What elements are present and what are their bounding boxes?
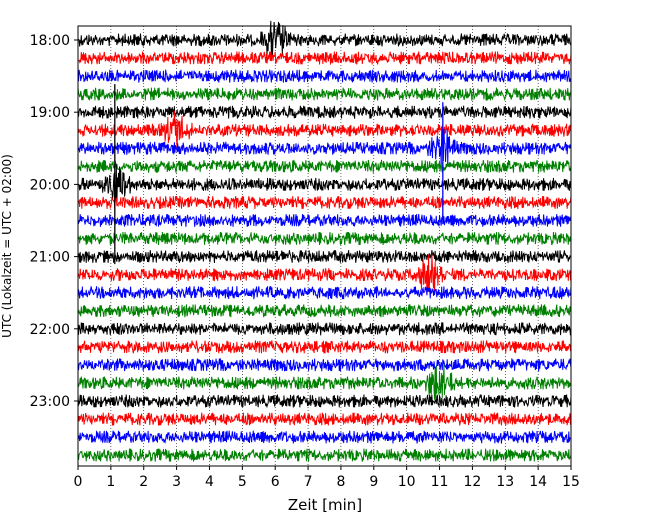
x-tick-label: 12 xyxy=(463,474,481,490)
traces xyxy=(77,20,572,462)
y-tick-label: 19:00 xyxy=(30,105,70,121)
trace-2315 xyxy=(77,412,572,426)
trace-2330 xyxy=(77,430,572,445)
plot-frame xyxy=(77,25,572,467)
trace-1930 xyxy=(77,128,572,167)
x-tick-label: 8 xyxy=(336,474,345,490)
trace-1945 xyxy=(77,159,572,173)
x-tick-label: 15 xyxy=(562,474,580,490)
trace-2030 xyxy=(77,213,572,228)
x-tick-label: 2 xyxy=(139,474,148,490)
trace-1800 xyxy=(77,20,572,58)
trace-2245 xyxy=(77,363,572,400)
y-tick-label: 18:00 xyxy=(30,33,70,49)
trace-2215 xyxy=(77,340,572,354)
y-tick-label: 22:00 xyxy=(30,322,70,338)
x-tick-label: 10 xyxy=(398,474,416,490)
y-axis: 18:00 19:00 20:00 21:00 22:00 23:00 xyxy=(30,33,78,410)
x-tick-label: 7 xyxy=(304,474,313,490)
trace-2015 xyxy=(77,195,572,210)
trace-2045 xyxy=(77,231,572,246)
x-tick-label: 11 xyxy=(431,474,449,490)
y-tick-label: 21:00 xyxy=(30,250,70,266)
x-tick-label: 0 xyxy=(74,474,83,490)
x-tick-label: 9 xyxy=(369,474,378,490)
trace-2130 xyxy=(77,286,572,300)
x-tick-label: 4 xyxy=(205,474,214,490)
x-tick-label: 3 xyxy=(172,474,181,490)
x-grid xyxy=(110,26,539,466)
x-tick-label: 5 xyxy=(238,474,247,490)
trace-2145 xyxy=(77,303,572,318)
y-tick-label: 23:00 xyxy=(30,394,70,410)
trace-1830 xyxy=(77,69,572,83)
trace-2100 xyxy=(77,250,572,264)
trace-1845 xyxy=(77,87,572,102)
x-tick-label: 1 xyxy=(106,474,115,490)
x-tick-label: 13 xyxy=(496,474,514,490)
trace-2115 xyxy=(77,254,572,296)
x-tick-label: 6 xyxy=(271,474,280,490)
trace-1900 xyxy=(77,105,572,119)
y-tick-label: 20:00 xyxy=(30,177,70,193)
y-axis-title: UTC (Lokalzeit = UTC + 02:00) xyxy=(0,154,14,338)
trace-2345 xyxy=(77,448,572,462)
trace-1815 xyxy=(77,51,572,65)
x-axis: 0 1 2 3 4 5 6 7 8 9 10 11 12 13 14 15 xyxy=(74,466,580,490)
trace-1915 xyxy=(77,110,572,152)
trace-2000 xyxy=(77,164,572,205)
trace-2230 xyxy=(77,358,572,372)
x-axis-title: Zeit [min] xyxy=(288,496,362,514)
x-tick-label: 14 xyxy=(529,474,547,490)
trace-2300 xyxy=(77,393,572,409)
trace-2200 xyxy=(77,322,572,336)
